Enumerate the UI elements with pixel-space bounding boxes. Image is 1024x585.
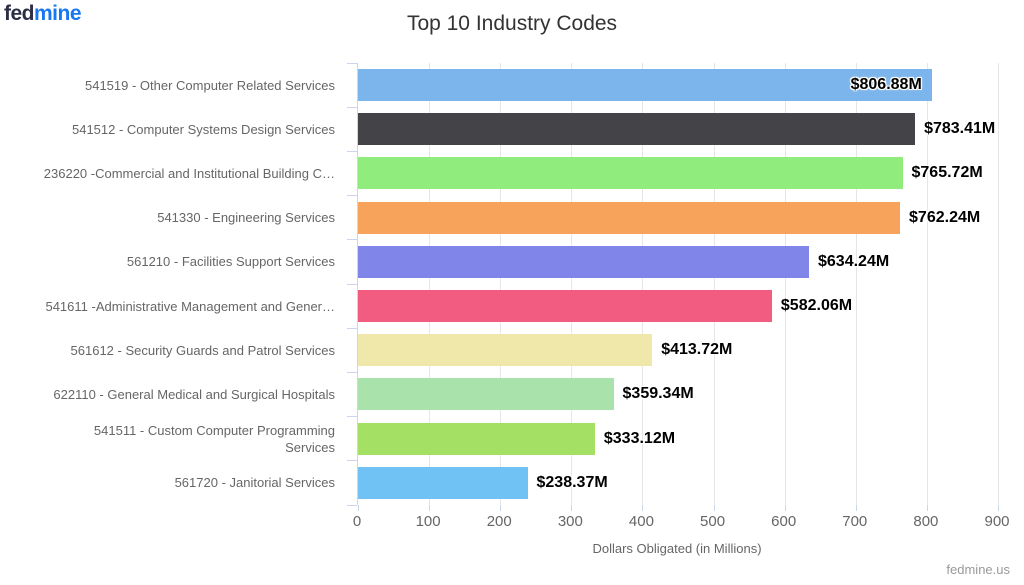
fedmine-logo-mine: mine — [34, 2, 82, 25]
bar-row: $634.24M — [358, 240, 998, 284]
x-axis-tick — [642, 505, 644, 511]
gridline — [926, 63, 928, 505]
x-axis-tick — [358, 505, 359, 511]
bar-value-label: $634.24M — [818, 252, 890, 270]
bar-622110[interactable] — [358, 378, 614, 411]
x-axis-tick-labels: 0 100 200 300 400 500 600 700 800 900 — [353, 513, 1010, 531]
bar-value-label: $238.37M — [536, 473, 608, 491]
category-label: 561720 - Janitorial Services — [174, 475, 335, 491]
x-axis-tick — [571, 505, 573, 511]
bar-value-label: $413.72M — [661, 341, 733, 359]
bar-row: $359.34M — [358, 372, 998, 416]
category-label: 622110 - General Medical and Surgical Ho… — [53, 386, 335, 402]
fedmine-logo-fed: fed — [4, 2, 35, 25]
category-label: 541512 - Computer Systems Design Service… — [71, 121, 335, 137]
gridline — [429, 63, 431, 505]
bar-row: $765.72M — [358, 151, 998, 195]
bar-row: $806.88M — [358, 63, 998, 107]
category-label: 541330 - Engineering Services — [157, 210, 335, 226]
fedmine-logo: fedmine — [4, 2, 82, 26]
x-axis-tick — [500, 505, 502, 511]
gridline — [784, 63, 786, 505]
fedmine-watermark: fedmine.us — [946, 562, 1010, 577]
x-axis-title: Dollars Obligated (in Millions) — [592, 541, 762, 556]
category-axis-tick — [347, 504, 357, 506]
bar-row: $333.12M — [358, 417, 998, 461]
x-axis-tick-label: 700 — [842, 513, 868, 530]
x-axis-tick — [855, 505, 857, 511]
category-axis-tick — [347, 371, 357, 373]
category-axis-tick — [347, 327, 357, 329]
bar-row: $238.37M — [358, 461, 998, 505]
category-axis-labels: 541519 - Other Computer Related Services… — [0, 63, 335, 505]
bar-541512[interactable] — [358, 113, 916, 146]
bar-541330[interactable] — [358, 201, 901, 234]
x-axis-tick-label: 0 — [352, 513, 362, 530]
category-label: 561210 - Facilities Support Services — [126, 254, 335, 270]
x-axis-tick-label: 600 — [771, 513, 797, 530]
bar-value-label: $582.06M — [780, 297, 853, 315]
category-axis-tick — [347, 239, 357, 241]
category-label: 541511 - Custom Computer Programming Ser… — [93, 422, 335, 455]
gridline — [998, 63, 999, 505]
gridline — [642, 63, 644, 505]
bar-561210[interactable] — [358, 245, 809, 278]
gridline — [855, 63, 857, 505]
bar-541611[interactable] — [358, 290, 772, 322]
x-axis-tick — [429, 505, 431, 511]
bar-561720[interactable] — [358, 466, 528, 499]
plot-area: $806.88M $783.41M $765.72M $762.24M $634.24M… — [347, 62, 999, 511]
bar-value-label: $765.72M — [911, 164, 983, 182]
category-label: 561612 - Security Guards and Patrol Serv… — [70, 342, 335, 358]
x-axis-tick — [713, 505, 715, 511]
bar-row: $783.41M — [358, 107, 998, 151]
bar-value-label: $783.41M — [924, 120, 996, 138]
x-axis-tick-label: 800 — [913, 513, 939, 530]
bar-value-label: $762.24M — [909, 208, 981, 226]
bar-value-label: $359.34M — [622, 385, 694, 403]
x-axis-tick — [784, 505, 786, 511]
x-axis-tick-label: 400 — [628, 513, 654, 530]
bar-row: $413.72M — [358, 328, 998, 372]
category-label: 541519 - Other Computer Related Services — [84, 77, 335, 93]
category-label: 236220 -Commercial and Institutional Bui… — [43, 165, 335, 181]
category-axis-tick — [347, 416, 357, 418]
bar-value-label: $806.88M — [850, 76, 922, 94]
bar-561612[interactable] — [358, 334, 653, 367]
bar-541519[interactable] — [358, 69, 932, 101]
category-axis-tick — [347, 150, 357, 152]
x-axis-tick — [926, 505, 928, 511]
gridline — [571, 63, 573, 505]
x-axis-tick-label: 100 — [415, 513, 441, 530]
gridline — [500, 63, 502, 505]
bar-row: $762.24M — [358, 196, 998, 240]
category-axis-tick — [347, 283, 357, 285]
x-axis-tick-label: 300 — [557, 513, 583, 530]
category-axis-tick — [347, 460, 357, 462]
category-label: 541611 -Administrative Management and Ge… — [45, 298, 335, 314]
bar-541511[interactable] — [358, 422, 595, 455]
bar-value-label: $333.12M — [603, 429, 676, 447]
category-axis-tick — [347, 62, 357, 64]
bar-236220[interactable] — [358, 157, 903, 190]
category-axis-tick — [347, 195, 357, 197]
bar-row: $582.06M — [358, 284, 998, 328]
x-axis-tick — [998, 505, 999, 511]
x-axis-tick-label: 500 — [700, 513, 726, 530]
chart-title: Top 10 Industry Codes — [406, 12, 618, 35]
x-axis-tick-label: 200 — [486, 513, 512, 530]
gridline — [713, 63, 715, 505]
category-axis-tick — [347, 106, 357, 108]
x-axis-tick-label: 900 — [984, 513, 1010, 530]
